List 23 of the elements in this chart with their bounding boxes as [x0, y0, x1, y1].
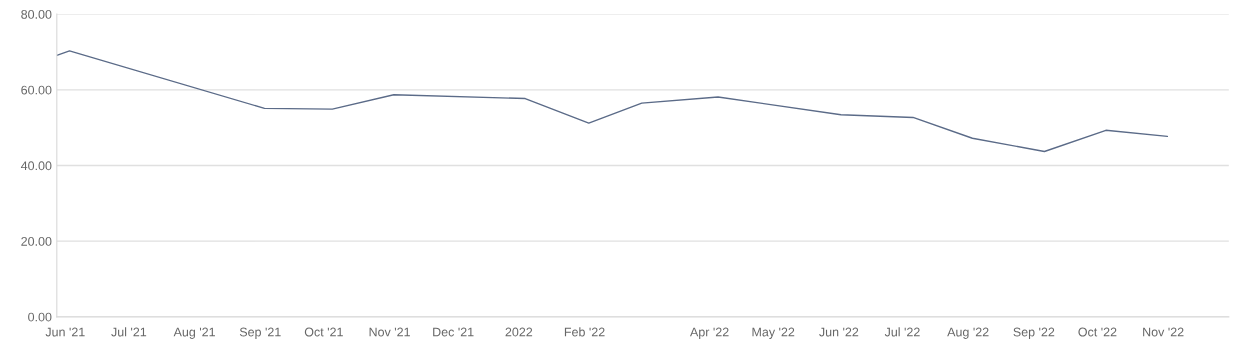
- x-tick-label: Aug '22: [947, 327, 989, 339]
- x-tick-label: Nov '21: [369, 327, 410, 337]
- line-series: [56, 50, 1169, 153]
- x-tick-label: Jun '21: [45, 327, 85, 337]
- x-tick-label: Feb '22: [564, 327, 605, 337]
- x-tick-label: Jul '22: [884, 327, 920, 337]
- x-tick-label: 2022: [505, 327, 533, 337]
- x-tick-label: May '22: [752, 327, 795, 339]
- x-tick-label: Sep '22: [1013, 327, 1055, 339]
- x-tick-label: Oct '21: [304, 327, 343, 337]
- x-tick-label: Sep '21: [239, 327, 281, 339]
- x-tick-label: Apr '22: [690, 327, 729, 339]
- x-tick-label: Aug '21: [173, 327, 215, 339]
- y-tick-label: 60.00: [21, 85, 52, 95]
- x-tick-label: Oct '22: [1078, 327, 1117, 337]
- x-tick-label: Jul '21: [111, 327, 147, 337]
- y-tick-label: 80.00: [21, 9, 52, 19]
- y-tick-label: 40.00: [20, 161, 52, 171]
- x-tick-label: Nov '22: [1143, 327, 1184, 337]
- x-tick-label: Dec '21: [433, 327, 474, 337]
- y-tick-label: 0.00: [28, 312, 52, 322]
- y-tick-label: 20.00: [21, 236, 52, 246]
- x-tick-label: Jun '22: [819, 327, 859, 337]
